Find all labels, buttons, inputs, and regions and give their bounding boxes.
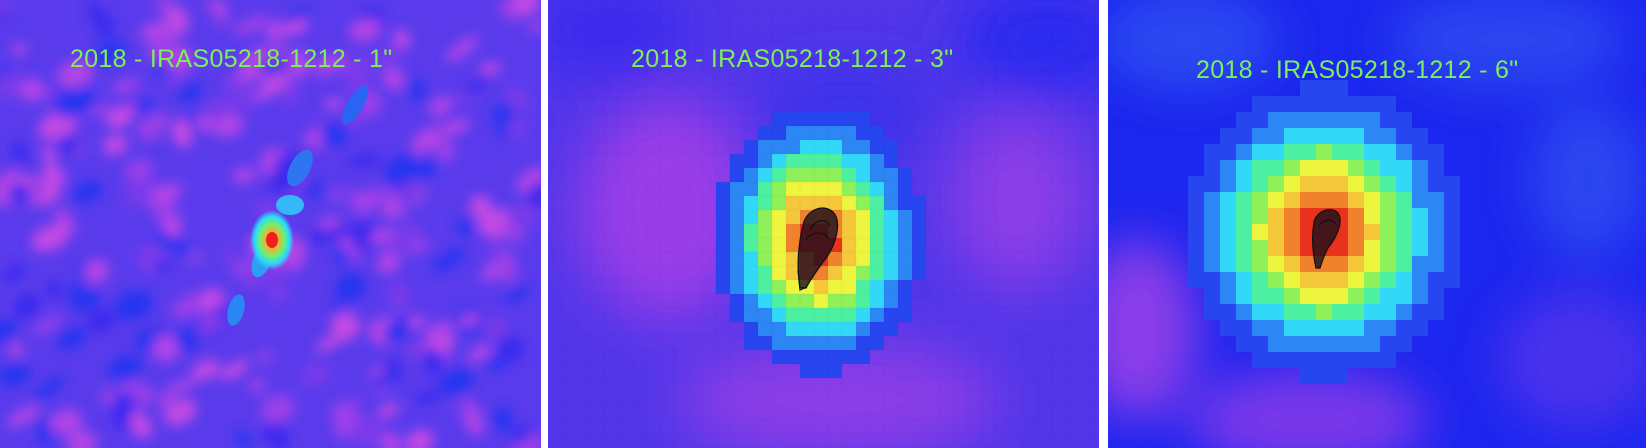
source-emission — [1188, 80, 1460, 384]
radio-map-6arcsec — [1108, 0, 1646, 448]
panel-label: 2018 - IRAS05218-1212 - 3" — [631, 45, 954, 73]
panel-label: 2018 - IRAS05218-1212 - 1" — [70, 45, 393, 73]
panel-1arcsec: 2018 - IRAS05218-1212 - 1" — [0, 0, 541, 448]
background-emission — [1108, 0, 1646, 448]
panel-label: 2018 - IRAS05218-1212 - 6" — [1196, 56, 1519, 84]
contour-overlay — [1311, 209, 1341, 269]
panel-3arcsec: 2018 - IRAS05218-1212 - 3" — [548, 0, 1099, 448]
noise-pattern — [0, 0, 541, 448]
contour-overlay — [797, 207, 838, 291]
radio-map-1arcsec — [0, 0, 541, 448]
panel-6arcsec: 2018 - IRAS05218-1212 - 6" — [1108, 0, 1646, 448]
radio-map-3arcsec — [548, 0, 1099, 448]
